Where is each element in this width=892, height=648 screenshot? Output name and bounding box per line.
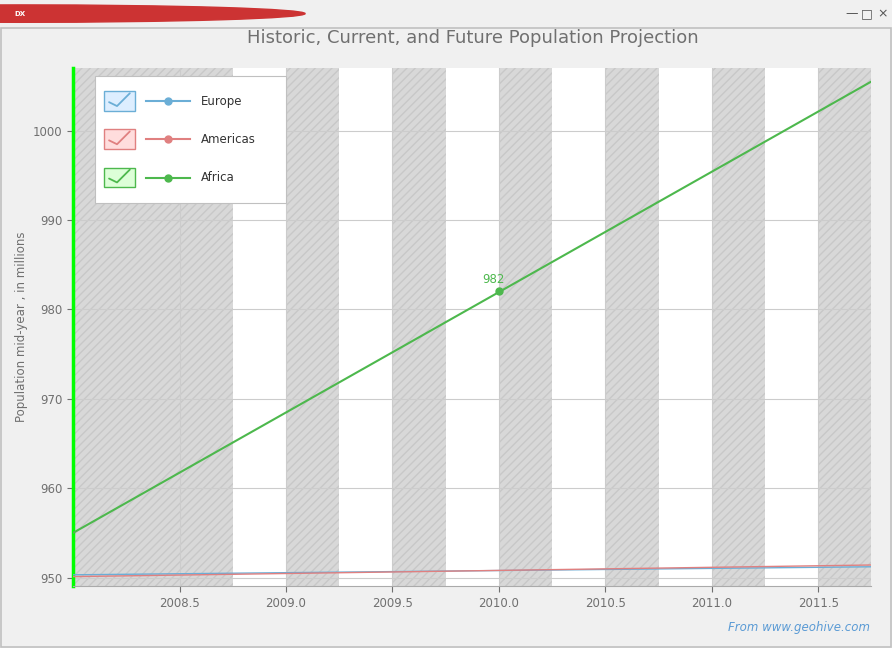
Text: —: — [846,7,858,20]
Bar [392,68,446,586]
FancyBboxPatch shape [95,76,286,203]
Text: VCL Charts: Line View Tutorial: VCL Charts: Line View Tutorial [45,7,222,20]
Text: DX: DX [14,10,25,17]
Text: From www.geohive.com: From www.geohive.com [728,621,870,634]
Bar [104,168,135,187]
Bar [104,91,135,111]
Text: Africa: Africa [201,171,235,184]
Text: Historic, Current, and Future Population Projection: Historic, Current, and Future Population… [247,29,698,47]
Bar [818,68,871,586]
Bar [712,68,765,586]
Circle shape [0,5,305,22]
Text: 982: 982 [483,273,505,286]
Text: Europe: Europe [201,95,243,108]
Bar [104,130,135,149]
Text: ×: × [877,7,888,20]
Text: Americas: Americas [201,133,256,146]
Y-axis label: Population mid-year , in millions: Population mid-year , in millions [14,232,28,422]
Bar [73,68,233,586]
Bar [499,68,552,586]
Bar [286,68,339,586]
Text: □: □ [861,7,873,20]
Bar [606,68,658,586]
